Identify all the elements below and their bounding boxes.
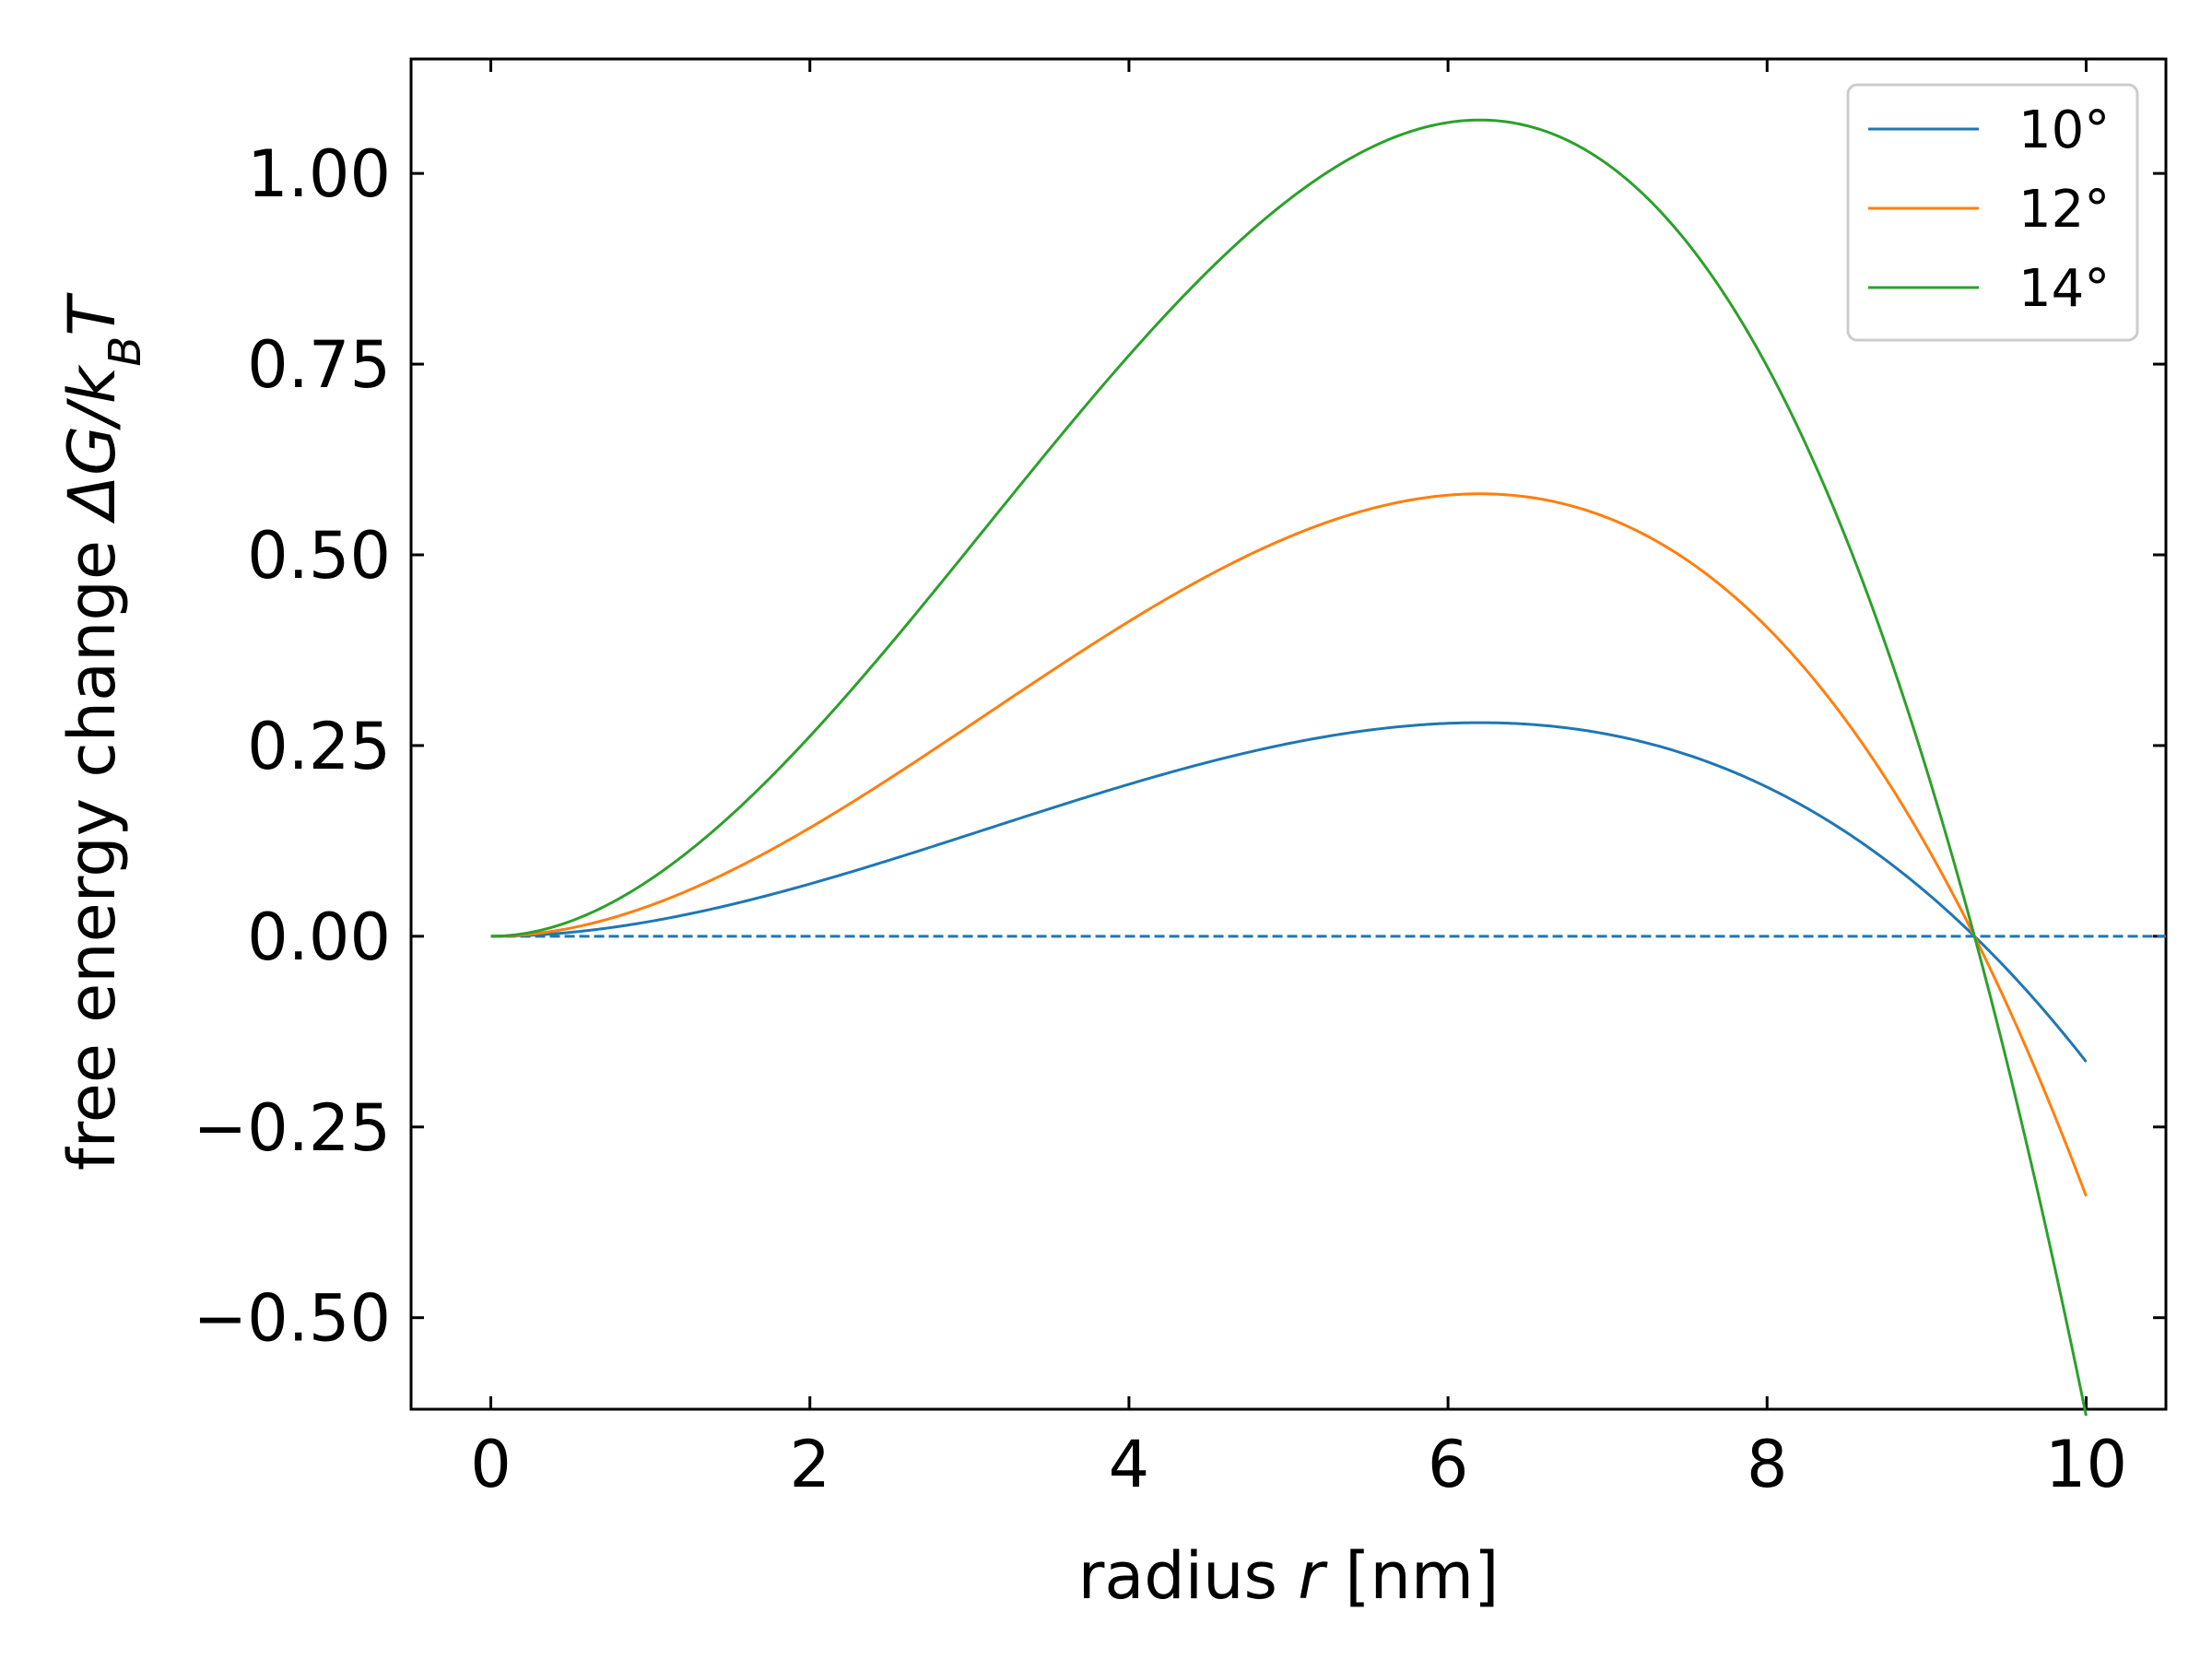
y-tick-label: 0.25 [247, 709, 391, 784]
x-tick-label: 6 [1428, 1427, 1469, 1502]
legend-label: 12° [2018, 180, 2110, 240]
x-tick-label: 0 [470, 1427, 512, 1502]
y-tick-label: 0.50 [247, 518, 391, 594]
ticks: 0 2 4 6 8 10 −0.50 −0.25 0.00 0.25 0.50 0.75 1.00 [193, 59, 2166, 1502]
series-line [490, 492, 2088, 1197]
legend-box [1846, 83, 2139, 342]
x-axis-label: radius r [nm] [1078, 1538, 1500, 1614]
y-tick-label: 1.00 [247, 136, 391, 212]
legend-label: 10° [2018, 100, 2110, 160]
y-tick-label: 0.00 [247, 900, 391, 975]
y-tick-label: −0.25 [193, 1090, 391, 1166]
x-tick-label: 10 [2045, 1427, 2127, 1502]
legend-label: 14° [2018, 259, 2110, 319]
legend: 10° 12° 14° [1846, 83, 2139, 342]
y-tick-label: −0.50 [193, 1281, 391, 1357]
x-tick-label: 4 [1109, 1427, 1150, 1502]
y-axis-label: free energy change ΔG/kBT [54, 292, 151, 1171]
series-line [490, 721, 2088, 1063]
x-tick-label: 8 [1747, 1427, 1788, 1502]
x-tick-label: 2 [789, 1427, 830, 1502]
series-group [490, 118, 2088, 1417]
series-line [490, 118, 2088, 1417]
y-tick-label: 0.75 [247, 327, 391, 403]
plot-frame [409, 57, 2168, 1411]
